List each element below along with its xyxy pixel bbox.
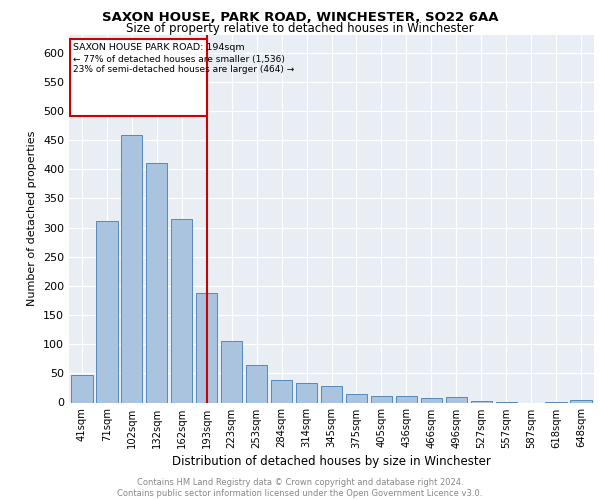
Bar — [321, 386, 342, 402]
Text: Size of property relative to detached houses in Winchester: Size of property relative to detached ho… — [126, 22, 474, 35]
Text: ← 77% of detached houses are smaller (1,536): ← 77% of detached houses are smaller (1,… — [73, 55, 285, 64]
Bar — [221, 341, 242, 402]
X-axis label: Distribution of detached houses by size in Winchester: Distribution of detached houses by size … — [172, 454, 491, 468]
Text: Contains HM Land Registry data © Crown copyright and database right 2024.
Contai: Contains HM Land Registry data © Crown c… — [118, 478, 482, 498]
Y-axis label: Number of detached properties: Number of detached properties — [28, 131, 37, 306]
Bar — [196, 294, 217, 403]
Bar — [396, 396, 417, 402]
Bar — [70, 38, 207, 116]
Bar — [296, 383, 317, 402]
Text: SAXON HOUSE, PARK ROAD, WINCHESTER, SO22 6AA: SAXON HOUSE, PARK ROAD, WINCHESTER, SO22… — [102, 11, 498, 24]
Bar — [271, 380, 292, 402]
Bar — [371, 396, 392, 402]
Bar — [446, 397, 467, 402]
Bar — [421, 398, 442, 402]
Text: SAXON HOUSE PARK ROAD: 194sqm: SAXON HOUSE PARK ROAD: 194sqm — [73, 43, 245, 52]
Bar — [171, 219, 193, 402]
Bar — [71, 375, 92, 402]
Bar — [97, 220, 118, 402]
Text: 23% of semi-detached houses are larger (464) →: 23% of semi-detached houses are larger (… — [73, 66, 294, 74]
Bar — [571, 400, 592, 402]
Bar — [346, 394, 367, 402]
Bar — [246, 364, 267, 403]
Bar — [146, 164, 167, 402]
Bar — [121, 136, 142, 402]
